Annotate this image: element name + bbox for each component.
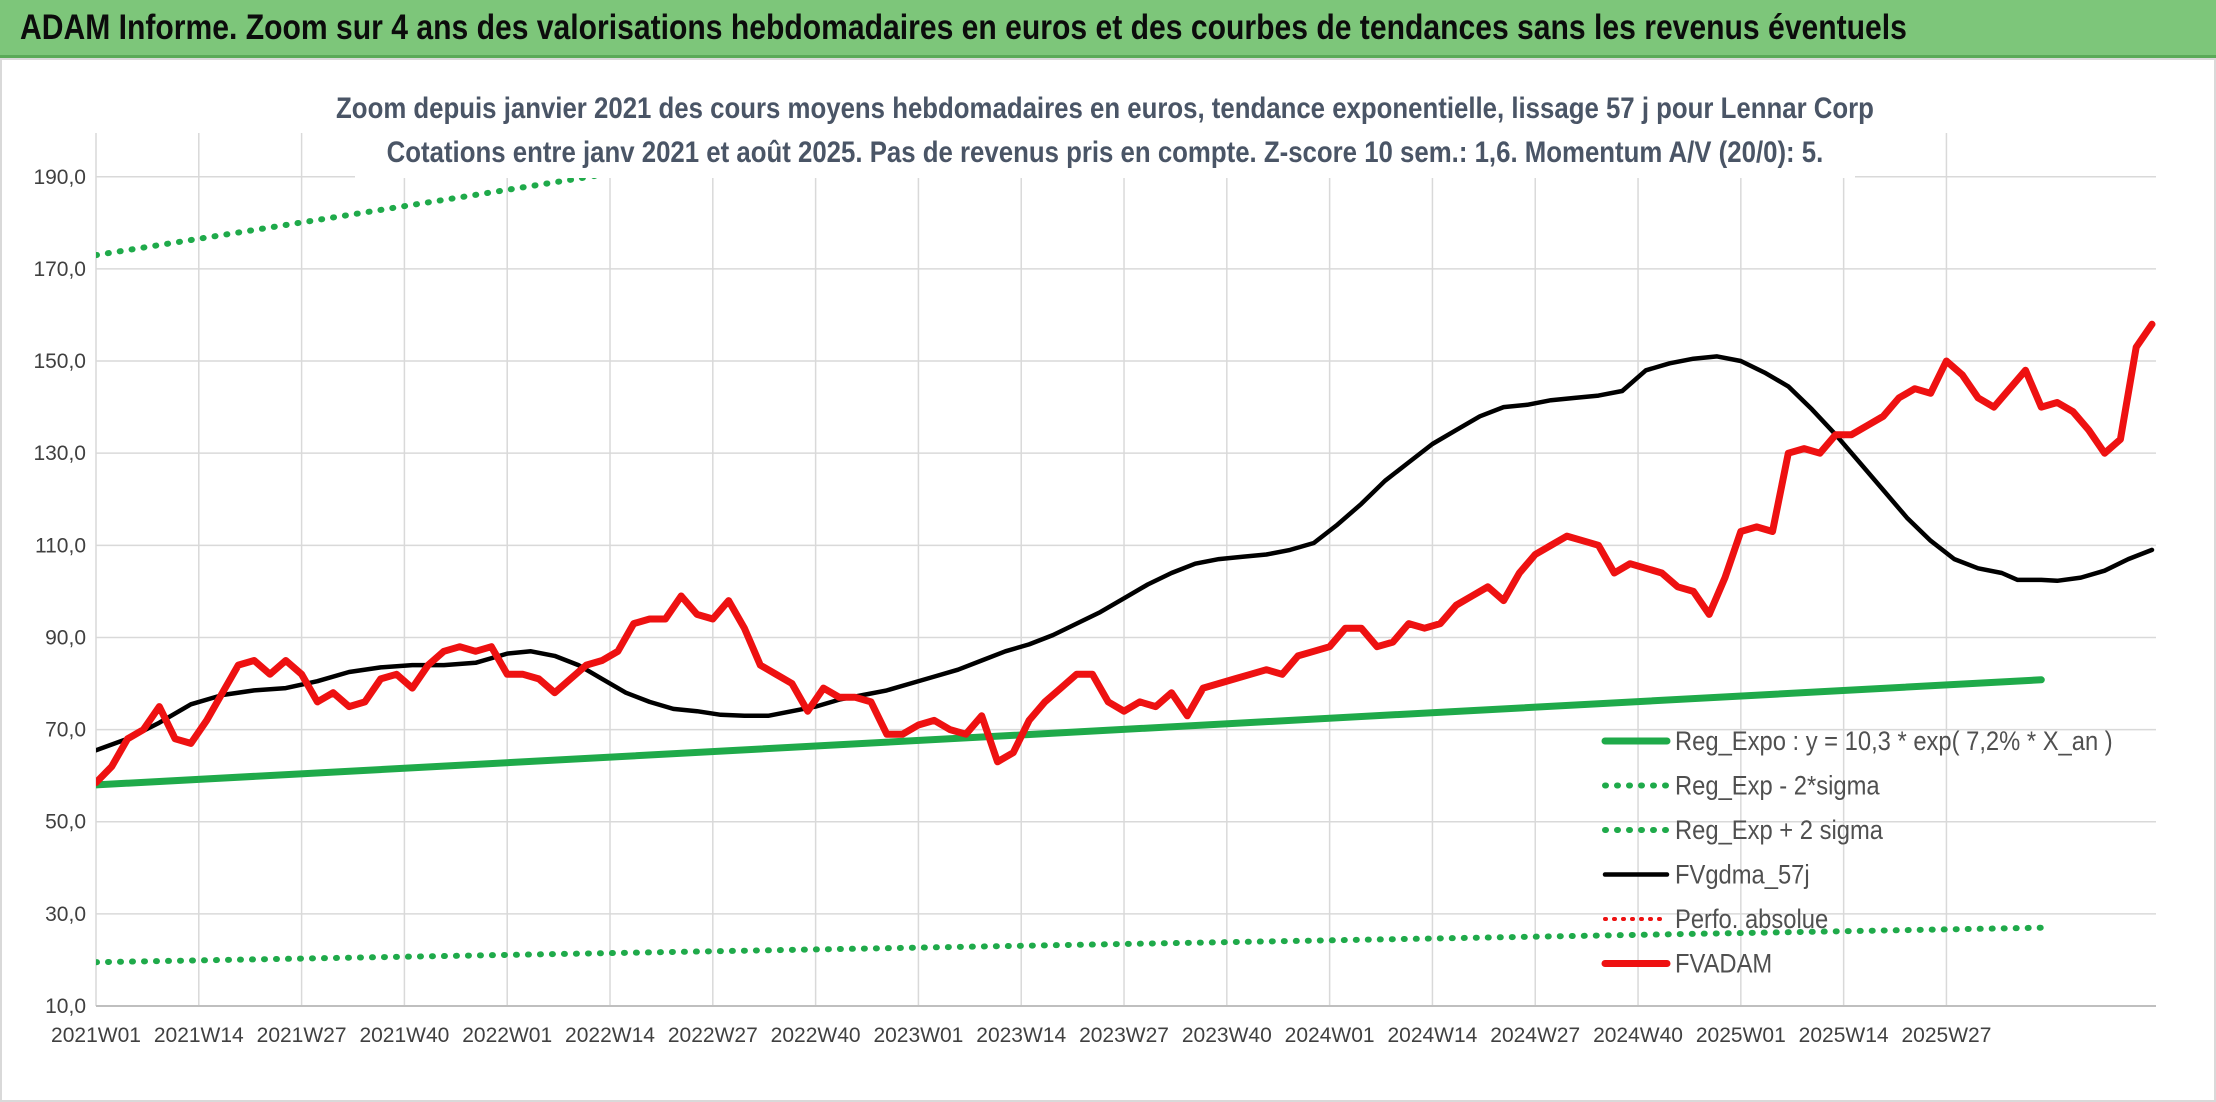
series-line-fvadam xyxy=(96,320,2156,787)
x-tick-label: 2024W14 xyxy=(1387,1024,1477,1047)
legend-label: Reg_Expo : y = 10,3 * exp( 7,2% * X_an ) xyxy=(1675,727,2113,757)
x-tick-label: 2024W27 xyxy=(1490,1024,1580,1047)
y-tick-label: 70,0 xyxy=(45,719,86,742)
x-tick-label: 2022W14 xyxy=(565,1024,655,1047)
x-tick-label: 2022W27 xyxy=(668,1024,758,1047)
x-tick-label: 2025W27 xyxy=(1901,1024,1991,1047)
y-tick-label: 130,0 xyxy=(33,442,86,465)
x-tick-label: 2022W01 xyxy=(462,1024,552,1047)
legend-label: Perfo. absolue xyxy=(1675,905,1828,935)
y-tick-label: 170,0 xyxy=(33,258,86,281)
banner-title: ADAM Informe. Zoom sur 4 ans des valoris… xyxy=(20,8,1907,47)
legend-label: Reg_Exp + 2 sigma xyxy=(1675,816,1884,846)
legend-label: FVADAM xyxy=(1675,949,1772,979)
y-tick-label: 150,0 xyxy=(33,350,86,373)
x-tick-label: 2022W40 xyxy=(771,1024,861,1047)
legend-label: FVgdma_57j xyxy=(1675,860,1810,890)
x-tick-label: 2025W01 xyxy=(1696,1024,1786,1047)
legend-label: Reg_Exp - 2*sigma xyxy=(1675,771,1880,801)
chart-area: 10,0 30,0 50,0 70,0 90,0 110,0 130,0 150,0 170,0… xyxy=(0,58,2216,1102)
chart-subtitle: Cotations entre janv 2021 et août 2025. … xyxy=(387,135,1824,168)
line-chart: 10,0 30,0 50,0 70,0 90,0 110,0 130,0 150,0 170,0… xyxy=(0,58,2216,1102)
y-tick-label: 110,0 xyxy=(35,534,86,557)
x-tick-label: 2024W40 xyxy=(1593,1024,1683,1047)
x-tick-label: 2021W14 xyxy=(154,1024,244,1047)
x-tick-label: 2023W14 xyxy=(976,1024,1066,1047)
y-tick-label: 190,0 xyxy=(33,166,86,189)
report-banner: ADAM Informe. Zoom sur 4 ans des valoris… xyxy=(0,0,2216,58)
chart-border xyxy=(0,58,2216,1102)
y-tick-label: 90,0 xyxy=(45,626,86,649)
x-tick-label: 2021W01 xyxy=(51,1024,141,1047)
x-tick-label: 2024W01 xyxy=(1285,1024,1375,1047)
series-line-reg-expo-y-10-3-exp-7-2-x-an xyxy=(96,676,2045,789)
x-tick-label: 2023W01 xyxy=(873,1024,963,1047)
x-tick-label: 2025W14 xyxy=(1799,1024,1889,1047)
chart-title: Zoom depuis janvier 2021 des cours moyen… xyxy=(336,91,1874,124)
y-tick-label: 50,0 xyxy=(45,811,86,834)
x-tick-label: 2023W27 xyxy=(1079,1024,1169,1047)
x-tick-label: 2021W40 xyxy=(359,1024,449,1047)
series-line-reg-exp-2-sigma xyxy=(96,924,2045,966)
series-line-fvgdma-57j xyxy=(96,354,2155,753)
x-tick-label: 2021W27 xyxy=(257,1024,347,1047)
series-group xyxy=(96,123,2156,966)
title-backdrop xyxy=(355,58,1855,178)
y-tick-label: 10,0 xyxy=(45,995,86,1018)
x-tick-label: 2023W40 xyxy=(1182,1024,1272,1047)
y-tick-label: 30,0 xyxy=(45,903,86,926)
